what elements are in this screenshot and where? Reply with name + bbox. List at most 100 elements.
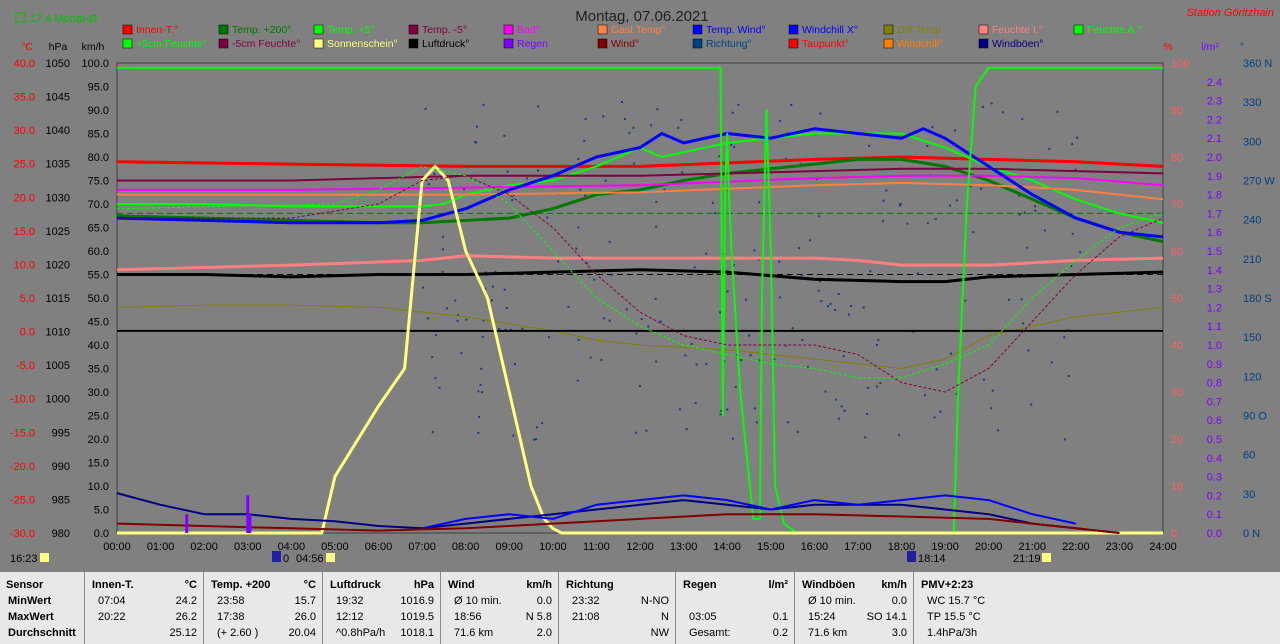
direction-point [862,306,865,309]
series-line [117,174,1164,191]
column-divider [913,572,914,644]
direction-point [837,417,840,420]
direction-point [1056,110,1059,113]
series-line [117,175,1164,393]
direction-point [576,379,579,382]
direction-point [491,285,494,288]
time-tick: 11:00 [583,541,610,553]
pct-tick: 40 [1171,340,1183,352]
time-left-marker [40,553,49,562]
stat-header: PMV+2:23 [921,579,974,591]
pct-tick: 30 [1171,387,1183,399]
direction-point [457,314,460,317]
stat-header: Sensor [6,579,44,591]
column-divider [322,572,323,644]
kmh-tick: 100.0 [81,58,109,70]
direction-point [784,157,787,160]
legend-label: Bad° [517,24,540,36]
direction-point [790,104,793,107]
direction-point [431,431,434,434]
direction-point [608,319,611,322]
stat-label: TP 15.5 °C [927,611,981,623]
time-tick: 19:00 [931,541,959,553]
dir-tick: 360 N [1243,58,1272,70]
hpa-tick: 1050 [46,58,70,70]
time-tick: 00:00 [103,541,131,553]
direction-point [956,392,959,395]
legend-swatch [122,24,133,35]
legend-label: Regen [517,38,548,50]
kmh-tick: 45.0 [88,317,109,329]
dir-tick: 120 [1243,371,1261,383]
temp-tick: -25.0 [10,494,35,506]
stat-value: 26.0 [294,611,316,623]
direction-point [584,194,587,197]
direction-point [719,413,722,416]
direction-point [1063,438,1066,441]
direction-point [748,334,751,337]
rain-bar [248,514,252,533]
direction-point [705,362,708,365]
direction-point [422,286,425,289]
kmh-tick: 50.0 [88,293,109,305]
pct-tick: 100 [1171,58,1189,70]
direction-point [441,248,444,251]
stat-label: 17:38 [217,611,245,623]
direction-point [926,222,929,225]
legend-label: Richtung° [706,38,752,50]
legend-label: Feuchte I.° [992,24,1043,36]
stat-value: 20.04 [288,627,316,639]
temp-tick: 15.0 [14,226,35,238]
direction-point [478,415,481,418]
direction-point [714,212,717,215]
direction-point [801,339,804,342]
stat-column: Regen l/m² 03:05 0.1 Gesamt: 0.2 [675,572,794,644]
direction-point [460,352,463,355]
direction-point [1067,374,1070,377]
direction-point [663,188,666,191]
stat-header: Wind [448,579,475,591]
direction-point [584,117,587,120]
stat-header: Luftdruck [330,579,381,591]
direction-point [655,360,658,363]
pct-tick: 10 [1171,481,1183,493]
kmh-tick: 40.0 [88,340,109,352]
kmh-tick: 70.0 [88,199,109,211]
direction-point [843,409,846,412]
direction-point [690,342,693,345]
series-line [116,127,1164,239]
direction-point [866,413,869,416]
stat-value: 1018.1 [400,627,434,639]
temp-tick: 40.0 [14,58,35,70]
dir-tick: 180 S [1243,293,1272,305]
direction-point [602,115,605,118]
direction-point [640,318,643,321]
direction-point [634,431,637,434]
legend-label: Windchill X° [802,24,858,36]
temp-tick: 0.0 [20,327,35,339]
direction-point [869,270,872,273]
direction-point [575,247,578,250]
sunrise-time: 04:56 [296,553,324,565]
sunrise-prefix: 0 [283,553,289,565]
direction-point [479,383,482,386]
legend-swatch [883,24,894,35]
stat-column: Wind km/h Ø 10 min. 0.0 18:56 N 5.8 71.6 km 2.0 [440,572,558,644]
direction-point [749,354,752,357]
direction-point [503,134,506,137]
direction-point [981,105,984,108]
direction-point [1026,246,1029,249]
direction-point [655,200,658,203]
legend-label: Sonnenschein° [327,38,398,50]
direction-point [982,378,985,381]
stat-value: 3.0 [891,627,907,639]
stat-unit: °C [184,579,197,591]
stat-header: Richtung [566,579,614,591]
time-tick: 04:00 [278,541,306,553]
direction-point [809,239,812,242]
direction-point [475,125,478,128]
direction-point [1048,147,1051,150]
rain-tick: 0.4 [1207,453,1222,465]
direction-point [512,194,515,197]
direction-point [621,101,624,104]
